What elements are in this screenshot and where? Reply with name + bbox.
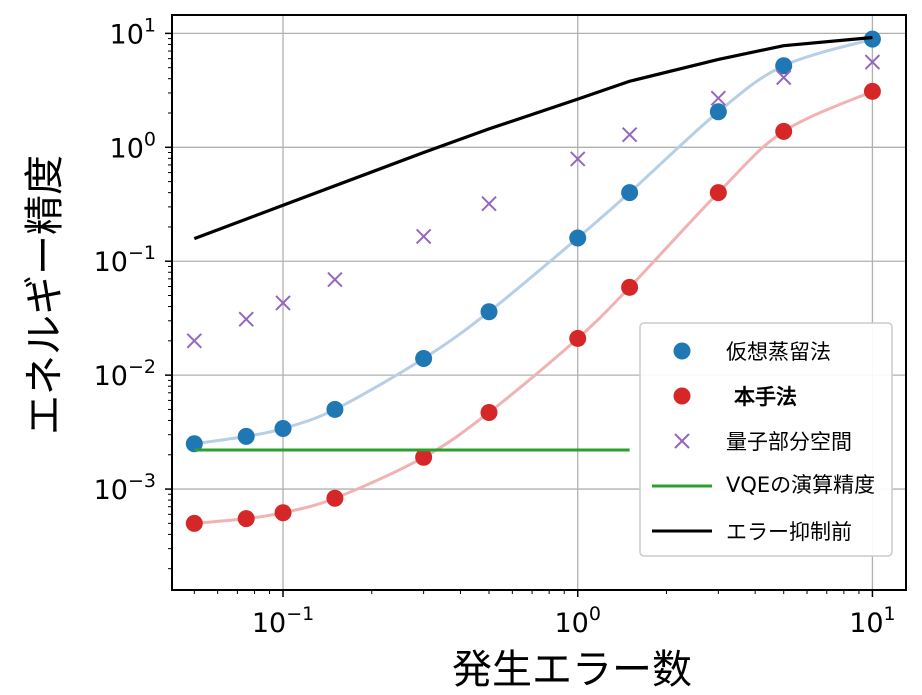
data-point-cross (481, 195, 497, 212)
data-point (237, 427, 255, 445)
data-point (480, 303, 498, 321)
data-point (480, 403, 498, 421)
data-point-cross (776, 69, 792, 86)
y-tick-base: 10 (94, 475, 128, 506)
y-tick-exponent: 0 (144, 128, 156, 150)
y-axis-label: エネルギー精度 (22, 155, 68, 435)
data-point-cross (275, 295, 291, 311)
data-point-cross (864, 54, 881, 70)
data-point (709, 184, 727, 202)
cross-stroke (415, 228, 432, 245)
legend-label: 量子部分空間 (726, 430, 852, 454)
data-point-cross (415, 228, 432, 245)
legend-box (639, 322, 893, 557)
series-2 (186, 54, 881, 349)
y-tick-label: 10−1 (94, 242, 156, 278)
series-layer (185, 30, 881, 532)
legend-label: 本手法 (734, 385, 797, 409)
data-point (185, 435, 203, 453)
data-point (274, 420, 292, 438)
data-point (709, 103, 727, 121)
grid (172, 15, 906, 590)
legend-item-1: 本手法 (673, 385, 797, 409)
data-point (415, 448, 433, 466)
legend-item-4: エラー抑制前 (652, 520, 852, 544)
x-tick-label: 100 (554, 603, 600, 639)
data-point-cross (710, 90, 727, 106)
y-tick-label: 100 (110, 128, 156, 164)
x-tick-label: 10−1 (252, 603, 314, 639)
y-tick-exponent: 1 (144, 14, 156, 36)
data-point (415, 349, 433, 367)
data-point (185, 514, 203, 532)
legend-marker (673, 342, 691, 360)
legend-label: 仮想蒸留法 (726, 340, 831, 364)
legend-item-3: VQEの演算精度 (652, 473, 875, 497)
data-point-cross (570, 151, 586, 167)
x-tick-exponent: 0 (589, 603, 601, 625)
axes (171, 14, 907, 591)
data-point-cross (621, 126, 638, 143)
y-tick-base: 10 (94, 361, 128, 392)
y-tick-base: 10 (110, 19, 144, 50)
data-point (326, 400, 344, 418)
data-point (621, 278, 639, 296)
cross-stroke (710, 90, 727, 106)
data-point (863, 82, 881, 100)
series-1 (185, 82, 881, 532)
data-point-cross (238, 311, 254, 327)
cross-stroke (327, 271, 343, 288)
legend-label: エラー抑制前 (726, 520, 852, 544)
cross-stroke (481, 195, 497, 212)
y-tick-exponent: −2 (128, 356, 156, 378)
data-point (775, 57, 793, 75)
cross-stroke (570, 151, 586, 167)
cross-stroke (186, 333, 203, 349)
data-point (274, 504, 292, 522)
legend-item-2: 量子部分空間 (674, 430, 852, 454)
legend-label: VQEの演算精度 (726, 473, 875, 497)
series-4 (193, 35, 873, 241)
y-tick-base: 10 (94, 247, 128, 278)
series-line (193, 35, 873, 241)
cross-stroke (275, 295, 291, 311)
y-tick-exponent: −3 (128, 470, 156, 492)
data-point-cross (327, 271, 343, 288)
cross-stroke (238, 311, 254, 327)
series-0 (185, 30, 881, 453)
data-point (569, 229, 587, 247)
cross-stroke (621, 126, 638, 143)
data-point-cross (186, 333, 203, 349)
legend-marker (673, 387, 691, 405)
y-tick-label: 10−3 (94, 470, 156, 506)
y-tick-exponent: −1 (128, 242, 156, 264)
plot-frame (171, 14, 907, 591)
data-point (569, 329, 587, 347)
data-point (621, 184, 639, 202)
y-tick-base: 10 (110, 133, 144, 164)
data-point (326, 489, 344, 507)
x-tick-exponent: −1 (286, 603, 314, 625)
legend-marker (674, 433, 690, 449)
data-point (237, 510, 255, 528)
x-axis-label: 発生エラー数 (452, 647, 692, 693)
y-tick-label: 10−2 (94, 356, 156, 392)
cross-stroke (776, 69, 792, 86)
y-tick-label: 101 (110, 14, 156, 50)
data-point (863, 30, 881, 48)
cross-stroke (864, 54, 881, 70)
x-tick-exponent: 1 (884, 603, 896, 625)
legend-item-0: 仮想蒸留法 (673, 340, 831, 364)
data-point (775, 122, 793, 140)
x-tick-label: 101 (849, 603, 895, 639)
